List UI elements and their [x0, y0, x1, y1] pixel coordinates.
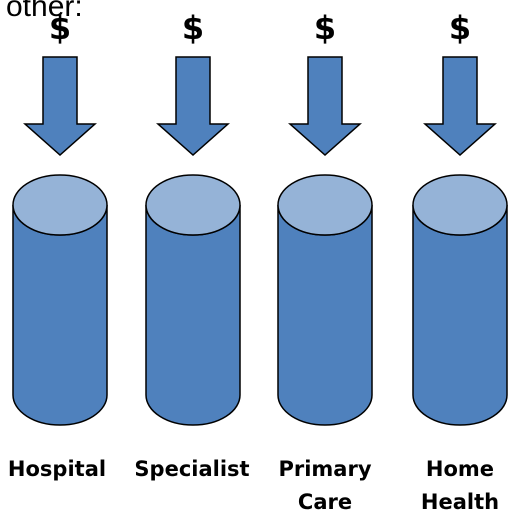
dollar-sign-primary-care: $	[313, 9, 337, 47]
cylinder-top-specialist	[145, 174, 241, 236]
label-hospital-line-1: Hospital	[7, 457, 107, 481]
cylinder-body-primary-care	[277, 204, 373, 426]
label-hospital: Hospital	[0, 453, 117, 486]
down-arrow-hospital	[23, 56, 97, 157]
down-arrow-home-health	[423, 56, 497, 157]
label-primary-care: Primary Care	[265, 453, 385, 519]
down-arrow-specialist	[156, 56, 230, 157]
label-specialist: Specialist	[132, 453, 252, 486]
label-home-health-line-1: Home	[425, 457, 495, 481]
dollar-sign-specialist: $	[181, 9, 205, 47]
cylinder-body-hospital	[12, 204, 108, 426]
cylinder-body-home-health	[412, 204, 508, 426]
dollar-sign-home-health: $	[448, 9, 472, 47]
down-arrow-primary-care	[288, 56, 362, 157]
label-specialist-line-1: Specialist	[134, 457, 250, 481]
cylinder-top-hospital	[12, 174, 108, 236]
label-primary-care-line-2: Care	[297, 490, 353, 514]
label-home-health: Home Health	[400, 453, 508, 519]
top-text: other:	[6, 0, 83, 23]
dollar-sign-hospital: $	[48, 9, 72, 47]
cylinder-top-primary-care	[277, 174, 373, 236]
cylinder-top-home-health	[412, 174, 508, 236]
cylinder-body-specialist	[145, 204, 241, 426]
label-home-health-line-2: Health	[420, 490, 500, 514]
label-primary-care-line-1: Primary	[278, 457, 372, 481]
